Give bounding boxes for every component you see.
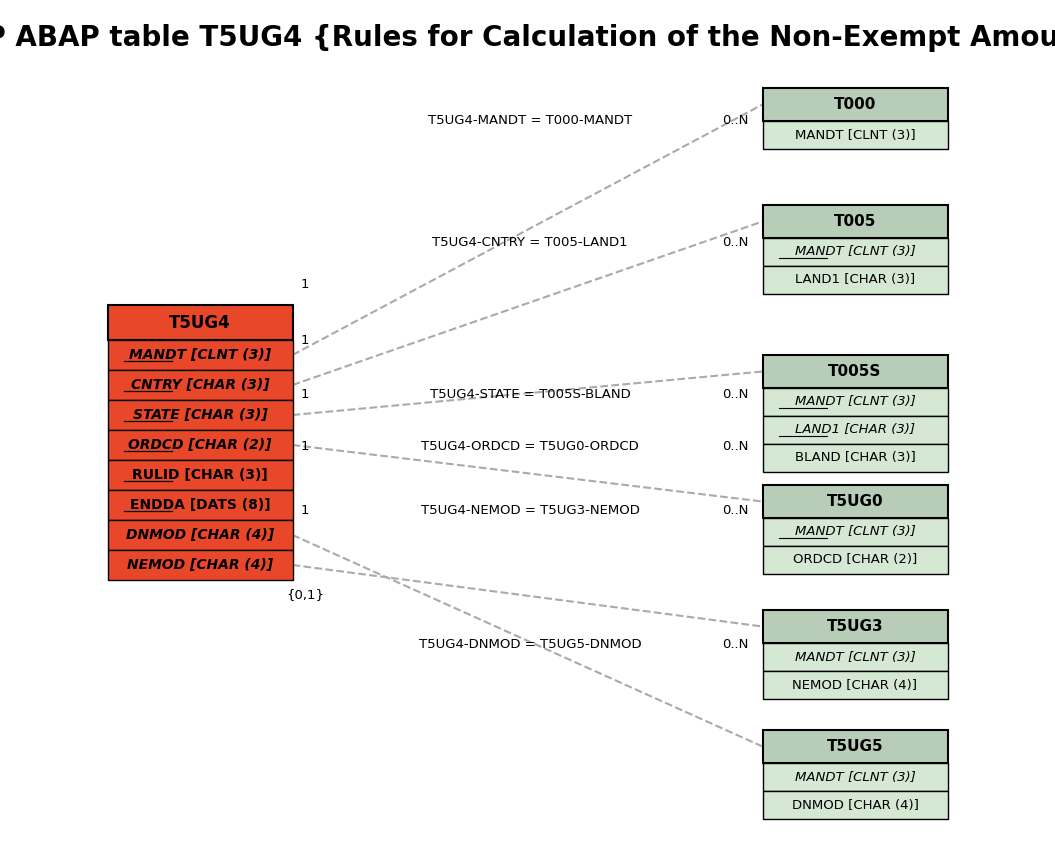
Text: 1: 1	[301, 441, 309, 454]
Text: ORDCD [CHAR (2)]: ORDCD [CHAR (2)]	[793, 554, 917, 567]
Text: SAP ABAP table T5UG4 {Rules for Calculation of the Non-Exempt Amount}: SAP ABAP table T5UG4 {Rules for Calculat…	[0, 24, 1055, 52]
Text: RULID [CHAR (3)]: RULID [CHAR (3)]	[132, 468, 268, 482]
Text: ENDDA [DATS (8)]: ENDDA [DATS (8)]	[130, 498, 270, 512]
FancyBboxPatch shape	[763, 763, 947, 791]
Text: MANDT [CLNT (3)]: MANDT [CLNT (3)]	[794, 651, 916, 664]
Text: 0..N: 0..N	[722, 237, 748, 250]
FancyBboxPatch shape	[763, 121, 947, 149]
Text: ORDCD [CHAR (2)]: ORDCD [CHAR (2)]	[129, 438, 272, 452]
Text: T5UG4-CNTRY = T005-LAND1: T5UG4-CNTRY = T005-LAND1	[433, 237, 628, 250]
Text: MANDT [CLNT (3)]: MANDT [CLNT (3)]	[794, 771, 916, 784]
Text: DNMOD [CHAR (4)]: DNMOD [CHAR (4)]	[126, 528, 274, 542]
FancyBboxPatch shape	[108, 400, 292, 430]
Text: 0..N: 0..N	[722, 504, 748, 517]
Text: LAND1 [CHAR (3)]: LAND1 [CHAR (3)]	[794, 274, 915, 287]
Text: 1: 1	[301, 388, 309, 401]
Text: T5UG4-ORDCD = T5UG0-ORDCD: T5UG4-ORDCD = T5UG0-ORDCD	[421, 441, 639, 454]
FancyBboxPatch shape	[763, 546, 947, 574]
Text: T005S: T005S	[828, 364, 882, 379]
Text: 0..N: 0..N	[722, 639, 748, 652]
FancyBboxPatch shape	[763, 388, 947, 416]
Text: T5UG4: T5UG4	[169, 313, 231, 331]
Text: T005: T005	[833, 214, 877, 229]
Text: 1: 1	[301, 504, 309, 517]
Text: 1: 1	[301, 278, 309, 292]
FancyBboxPatch shape	[763, 610, 947, 643]
FancyBboxPatch shape	[763, 643, 947, 671]
Text: MANDT [CLNT (3)]: MANDT [CLNT (3)]	[794, 395, 916, 408]
FancyBboxPatch shape	[763, 88, 947, 121]
Text: T5UG4-MANDT = T000-MANDT: T5UG4-MANDT = T000-MANDT	[428, 114, 632, 127]
FancyBboxPatch shape	[763, 485, 947, 518]
Text: NEMOD [CHAR (4)]: NEMOD [CHAR (4)]	[792, 678, 918, 691]
FancyBboxPatch shape	[108, 370, 292, 400]
FancyBboxPatch shape	[763, 205, 947, 238]
FancyBboxPatch shape	[108, 340, 292, 370]
FancyBboxPatch shape	[108, 430, 292, 460]
FancyBboxPatch shape	[108, 305, 292, 340]
Text: CNTRY [CHAR (3)]: CNTRY [CHAR (3)]	[131, 378, 269, 392]
FancyBboxPatch shape	[763, 238, 947, 266]
Text: 1: 1	[301, 333, 309, 346]
Text: LAND1 [CHAR (3)]: LAND1 [CHAR (3)]	[795, 424, 915, 437]
Text: 0..N: 0..N	[722, 441, 748, 454]
Text: T5UG0: T5UG0	[827, 494, 883, 509]
Text: 0..N: 0..N	[722, 114, 748, 127]
Text: T000: T000	[833, 97, 877, 112]
Text: DNMOD [CHAR (4)]: DNMOD [CHAR (4)]	[791, 798, 919, 812]
Text: NEMOD [CHAR (4)]: NEMOD [CHAR (4)]	[127, 558, 273, 572]
FancyBboxPatch shape	[108, 550, 292, 580]
Text: MANDT [CLNT (3)]: MANDT [CLNT (3)]	[129, 348, 271, 362]
Text: MANDT [CLNT (3)]: MANDT [CLNT (3)]	[794, 525, 916, 538]
FancyBboxPatch shape	[763, 444, 947, 472]
FancyBboxPatch shape	[763, 518, 947, 546]
FancyBboxPatch shape	[763, 730, 947, 763]
FancyBboxPatch shape	[763, 791, 947, 819]
FancyBboxPatch shape	[763, 416, 947, 444]
FancyBboxPatch shape	[108, 460, 292, 490]
FancyBboxPatch shape	[108, 490, 292, 520]
FancyBboxPatch shape	[763, 266, 947, 294]
Text: T5UG4-DNMOD = T5UG5-DNMOD: T5UG4-DNMOD = T5UG5-DNMOD	[419, 639, 641, 652]
Text: T5UG4-NEMOD = T5UG3-NEMOD: T5UG4-NEMOD = T5UG3-NEMOD	[421, 504, 639, 517]
Text: T5UG4-STATE = T005S-BLAND: T5UG4-STATE = T005S-BLAND	[429, 388, 631, 401]
Text: {0,1}: {0,1}	[286, 589, 324, 602]
FancyBboxPatch shape	[763, 355, 947, 388]
Text: T5UG3: T5UG3	[827, 619, 883, 634]
Text: 0..N: 0..N	[722, 388, 748, 401]
Text: MANDT [CLNT (3)]: MANDT [CLNT (3)]	[794, 128, 916, 141]
FancyBboxPatch shape	[108, 520, 292, 550]
Text: MANDT [CLNT (3)]: MANDT [CLNT (3)]	[794, 245, 916, 258]
Text: T5UG5: T5UG5	[827, 739, 883, 754]
Text: STATE [CHAR (3)]: STATE [CHAR (3)]	[133, 408, 267, 422]
Text: BLAND [CHAR (3)]: BLAND [CHAR (3)]	[794, 451, 916, 464]
FancyBboxPatch shape	[763, 671, 947, 699]
